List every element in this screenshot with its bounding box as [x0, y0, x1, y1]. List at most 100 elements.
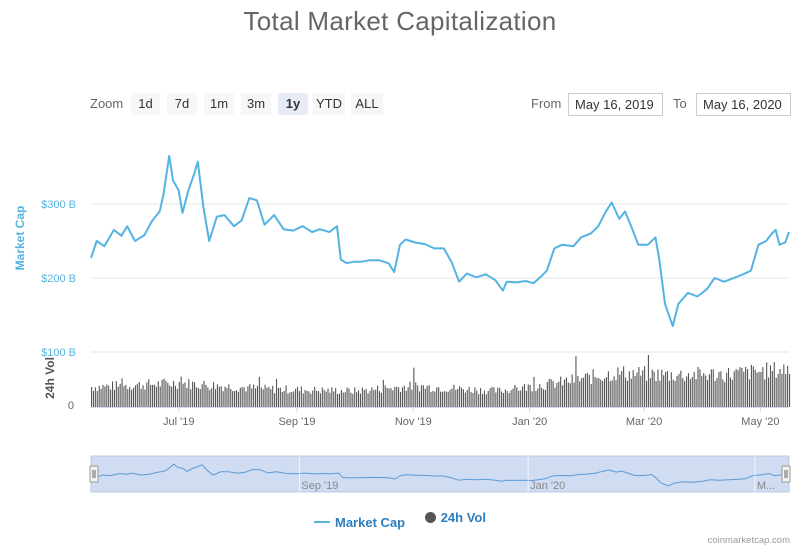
- volume-bar: [569, 383, 571, 407]
- volume-bar: [754, 369, 756, 407]
- volume-bar: [623, 366, 625, 407]
- volume-bar: [338, 393, 341, 407]
- volume-bar: [590, 384, 592, 407]
- navigator-right-handle[interactable]: [781, 465, 791, 483]
- volume-bar: [432, 390, 434, 407]
- y-axis-title-market-cap: Market Cap: [13, 206, 27, 271]
- volume-bar: [691, 376, 693, 407]
- volume-bar: [142, 385, 144, 407]
- volume-bar: [434, 391, 436, 407]
- volume-bar: [247, 386, 249, 407]
- volume-bar: [785, 374, 787, 407]
- volume-bar: [522, 386, 524, 407]
- volume-bar: [308, 391, 310, 407]
- volume-bar: [129, 386, 131, 407]
- volume-bar: [104, 386, 106, 407]
- from-date-input[interactable]: May 16, 2019: [568, 93, 663, 116]
- volume-bar: [316, 390, 318, 407]
- volume-bar: [222, 391, 224, 407]
- volume-bar: [697, 366, 699, 407]
- volume-bar: [214, 389, 217, 407]
- volume-bar: [520, 390, 522, 407]
- volume-bar: [102, 384, 104, 407]
- volume-bar: [167, 382, 169, 407]
- volume-bar: [678, 374, 680, 407]
- zoom-button-1d[interactable]: 1d: [131, 93, 160, 115]
- zoom-button-1m[interactable]: 1m: [204, 93, 234, 115]
- volume-bar: [319, 393, 321, 407]
- volume-bar: [260, 387, 262, 407]
- navigator-left-handle[interactable]: [89, 465, 99, 483]
- volume-bar: [264, 384, 266, 407]
- zoom-button-all[interactable]: ALL: [351, 93, 383, 115]
- volume-bar: [281, 392, 283, 407]
- volume-bar: [365, 389, 367, 407]
- volume-bar: [371, 387, 373, 407]
- volume-bar: [762, 367, 764, 407]
- volume-bar: [472, 392, 474, 407]
- volume-bar: [640, 375, 642, 407]
- volume-bar: [665, 371, 667, 407]
- volume-bar: [613, 376, 615, 407]
- volume-bar: [604, 378, 606, 407]
- volume-bar: [405, 390, 407, 407]
- volume-bar: [624, 377, 627, 407]
- volume-bar: [766, 362, 768, 407]
- volume-bar: [474, 387, 476, 407]
- volume-bar: [750, 364, 752, 407]
- volume-bar: [287, 393, 289, 407]
- volume-bar: [712, 369, 714, 407]
- volume-bar: [609, 381, 611, 407]
- volume-bar: [565, 377, 567, 407]
- volume-bar: [773, 362, 775, 407]
- volume-bar: [451, 388, 453, 407]
- volume-bar: [125, 384, 127, 407]
- volume-bar: [94, 387, 96, 407]
- volume-bar: [676, 376, 678, 407]
- to-date-input[interactable]: May 16, 2020: [696, 93, 791, 116]
- volume-bar: [607, 371, 609, 407]
- volume-bar: [335, 388, 337, 407]
- volume-bar: [592, 369, 594, 407]
- zoom-button-3m[interactable]: 3m: [241, 93, 271, 115]
- volume-bar: [542, 389, 545, 407]
- volume-bar: [455, 389, 457, 407]
- legend-item-market-cap[interactable]: Market Cap: [314, 515, 405, 530]
- volume-bar: [140, 388, 142, 407]
- zoom-button-ytd[interactable]: YTD: [313, 93, 345, 115]
- volume-bar: [686, 376, 688, 407]
- volume-bar: [756, 372, 758, 407]
- volume-bar: [255, 388, 257, 407]
- volume-bar: [123, 386, 125, 407]
- volume-bar: [777, 373, 779, 407]
- volume-bar: [745, 366, 747, 407]
- volume-bar: [661, 369, 663, 407]
- volume-bar: [417, 385, 419, 407]
- volume-bar: [331, 387, 333, 407]
- volume-bar: [195, 387, 197, 407]
- volume-bar: [548, 378, 550, 407]
- volume-bar: [771, 371, 773, 407]
- volume-bar: [510, 390, 512, 407]
- volume-bar: [193, 382, 196, 407]
- legend-item-volume[interactable]: 24h Vol: [424, 510, 486, 525]
- volume-bar: [312, 390, 314, 407]
- volume-bar: [512, 388, 514, 407]
- navigator-selection[interactable]: [90, 455, 790, 493]
- x-tick-label: Nov '19: [395, 416, 432, 428]
- zoom-button-7d[interactable]: 7d: [167, 93, 197, 115]
- zoom-button-1y[interactable]: 1y: [278, 93, 308, 115]
- volume-bar: [232, 391, 234, 407]
- volume-bar: [739, 367, 741, 407]
- volume-bar: [716, 377, 718, 407]
- volume-bar: [337, 394, 339, 407]
- volume-bar: [165, 380, 167, 407]
- volume-bar: [615, 380, 617, 407]
- volume-bar: [127, 389, 129, 407]
- volume-bar: [563, 379, 566, 407]
- volume-bar: [493, 387, 495, 407]
- volume-bar: [98, 385, 100, 407]
- volume-bar: [205, 384, 207, 407]
- volume-bar: [243, 387, 245, 407]
- volume-bar: [775, 377, 777, 407]
